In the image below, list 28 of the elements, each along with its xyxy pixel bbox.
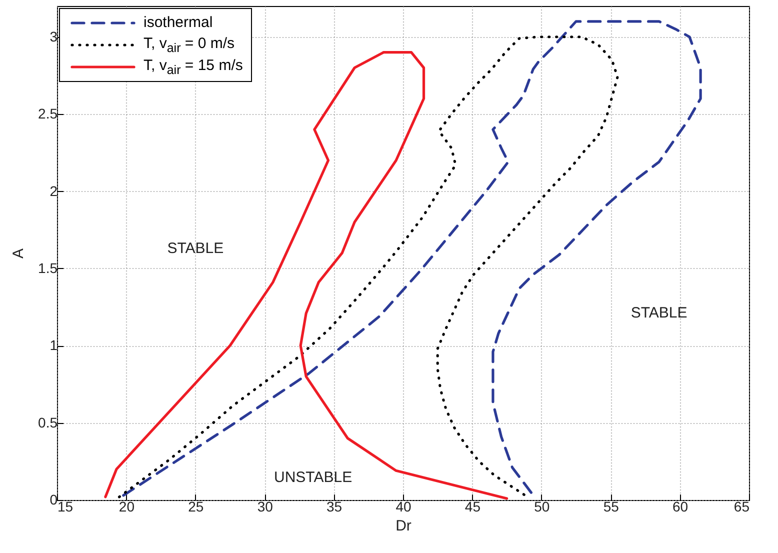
x-tick-label: 40 bbox=[396, 498, 412, 514]
x-tick-label: 50 bbox=[534, 498, 550, 514]
x-tick-label: 45 bbox=[464, 498, 481, 514]
legend-label: isothermal bbox=[144, 14, 213, 31]
y-tick-label: 1.5 bbox=[38, 260, 58, 276]
x-tick-label: 65 bbox=[734, 498, 750, 514]
annotation: STABLE bbox=[167, 240, 224, 258]
y-tick-label: 0 bbox=[50, 492, 58, 508]
legend-label: T, v$_{air}$ = 0 m/s bbox=[144, 34, 235, 54]
x-tick-label: 30 bbox=[257, 498, 274, 514]
y-tick-label: 3 bbox=[50, 28, 58, 44]
line-series bbox=[104, 51, 508, 500]
y-axis-title: A bbox=[10, 248, 28, 259]
x-tick-label: 20 bbox=[118, 498, 135, 514]
legend-label: T, v$_{air}$ = 15 m/s bbox=[144, 56, 243, 76]
x-tick-label: 25 bbox=[188, 498, 204, 514]
x-tick-label: 55 bbox=[603, 498, 620, 514]
annotation: UNSTABLE bbox=[274, 468, 352, 486]
x-tick-label: 35 bbox=[326, 498, 342, 514]
y-tick-label: 1 bbox=[50, 337, 58, 354]
x-tick-label: 60 bbox=[672, 498, 688, 514]
y-tick-label: 2 bbox=[50, 182, 58, 199]
y-tick-label: 0.5 bbox=[38, 414, 58, 430]
annotation: STABLE bbox=[630, 304, 688, 322]
x-axis-title: Dr bbox=[396, 518, 412, 534]
line-series bbox=[118, 36, 619, 498]
x-tick-label: 15 bbox=[58, 498, 74, 514]
y-tick-label: 2.5 bbox=[38, 106, 58, 122]
